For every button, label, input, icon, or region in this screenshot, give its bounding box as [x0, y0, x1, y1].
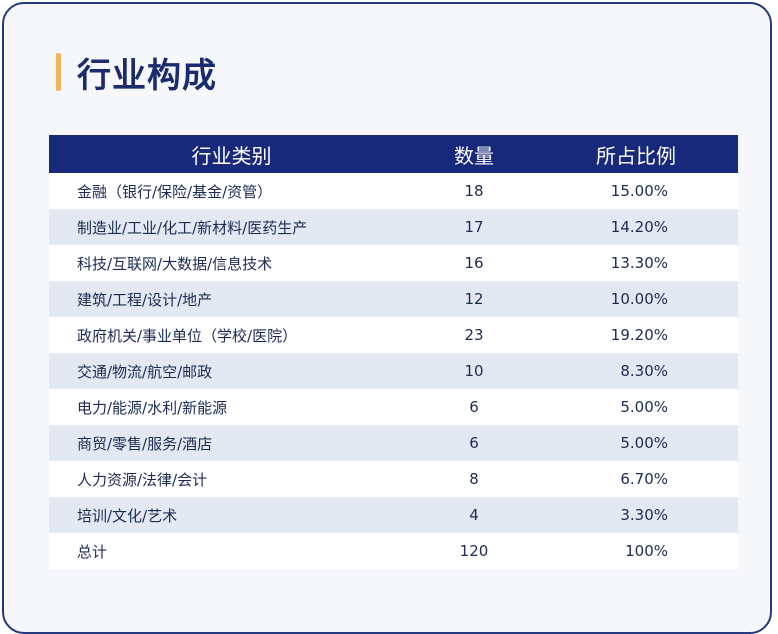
cell-count: 16: [464, 254, 484, 272]
table-row: 交通/物流/航空/邮政 10 8.30%: [49, 353, 738, 389]
table-row: 培训/文化/艺术 4 3.30%: [49, 497, 738, 533]
cell-ratio: 13.30%: [610, 254, 668, 272]
cell-ratio: 19.20%: [610, 326, 668, 344]
table-row: 建筑/工程/设计/地产 12 10.00%: [49, 281, 738, 317]
cell-count: 6: [469, 434, 479, 452]
cell-category: 政府机关/事业单位（学校/医院）: [77, 326, 298, 345]
cell-category: 人力资源/法律/会计: [77, 470, 208, 489]
cell-count: 10: [464, 362, 484, 380]
cell-category: 制造业/工业/化工/新材料/医药生产: [77, 218, 308, 237]
cell-count: 8: [469, 470, 479, 488]
cell-category: 建筑/工程/设计/地产: [77, 290, 213, 309]
cell-category: 科技/互联网/大数据/信息技术: [77, 254, 273, 273]
table-row: 电力/能源/水利/新能源 6 5.00%: [49, 389, 738, 425]
title-accent-bar: [56, 53, 61, 91]
header-ratio: 所占比例: [596, 143, 676, 168]
cell-count: 4: [469, 506, 479, 524]
table-header: 行业类别 数量 所占比例: [49, 135, 738, 173]
cell-ratio: 100%: [625, 542, 668, 560]
cell-category: 商贸/零售/服务/酒店: [77, 434, 213, 453]
header-count: 数量: [454, 143, 494, 168]
cell-ratio: 6.70%: [620, 470, 668, 488]
cell-count: 23: [464, 326, 484, 344]
cell-category: 金融（银行/保险/基金/资管）: [77, 182, 273, 201]
cell-category: 培训/文化/艺术: [77, 506, 178, 525]
table-row: 科技/互联网/大数据/信息技术 16 13.30%: [49, 245, 738, 281]
cell-ratio: 14.20%: [610, 218, 668, 236]
cell-count: 6: [469, 398, 479, 416]
cell-ratio: 3.30%: [620, 506, 668, 524]
cell-ratio: 15.00%: [610, 182, 668, 200]
table-row: 总计 120 100%: [49, 533, 738, 569]
table-row: 制造业/工业/化工/新材料/医药生产 17 14.20%: [49, 209, 738, 245]
cell-category: 总计: [77, 542, 108, 561]
table-row: 金融（银行/保险/基金/资管） 18 15.00%: [49, 173, 738, 209]
header-category: 行业类别: [191, 143, 272, 168]
cell-ratio: 5.00%: [620, 434, 668, 452]
cell-category: 电力/能源/水利/新能源: [77, 398, 228, 417]
page-title: 行业构成: [77, 55, 217, 96]
cell-count: 120: [459, 542, 489, 560]
cell-ratio: 10.00%: [610, 290, 668, 308]
table-row: 人力资源/法律/会计 8 6.70%: [49, 461, 738, 497]
table-row: 商贸/零售/服务/酒店 6 5.00%: [49, 425, 738, 461]
cell-count: 18: [464, 182, 484, 200]
industry-table: 行业类别 数量 所占比例 金融（银行/保险/基金/资管） 18 15.00% 制造业/…: [49, 135, 738, 569]
cell-ratio: 5.00%: [620, 398, 668, 416]
cell-count: 12: [464, 290, 484, 308]
table-body: 金融（银行/保险/基金/资管） 18 15.00% 制造业/工业/化工/新材料/医药生…: [49, 173, 738, 569]
table-row: 政府机关/事业单位（学校/医院） 23 19.20%: [49, 317, 738, 353]
cell-ratio: 8.30%: [620, 362, 668, 380]
cell-count: 17: [464, 218, 484, 236]
section-header: 行业构成: [56, 50, 217, 96]
cell-category: 交通/物流/航空/邮政: [77, 362, 213, 381]
